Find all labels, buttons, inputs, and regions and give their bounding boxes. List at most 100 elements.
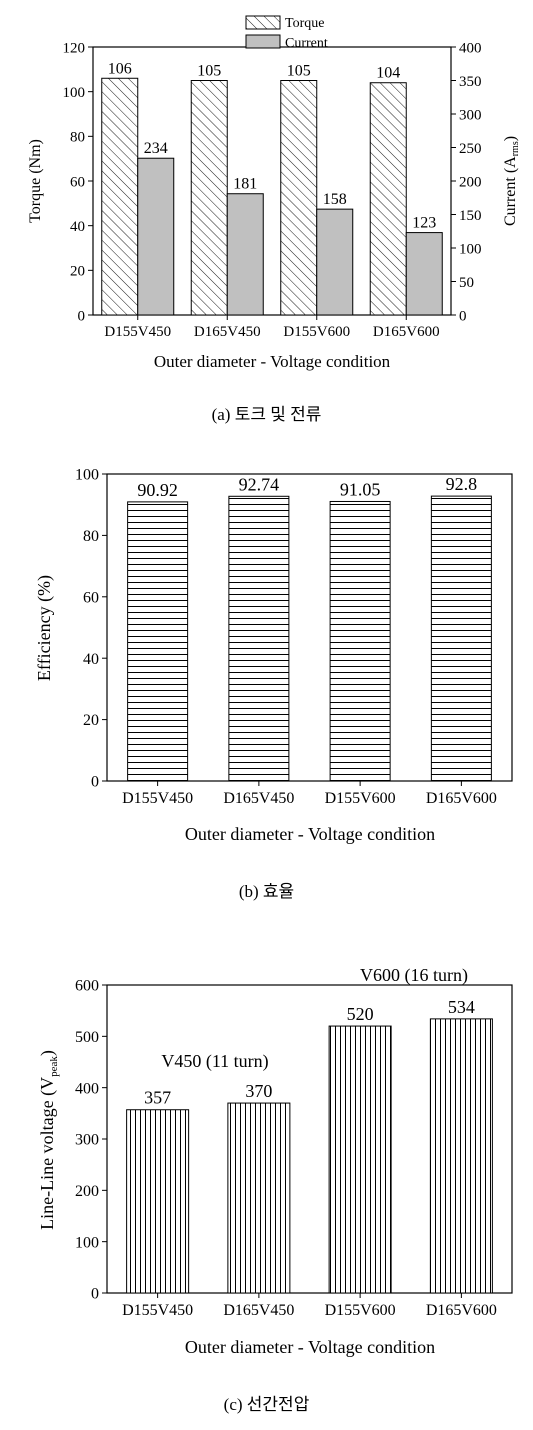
bar-current [405,232,443,316]
y-tick-label: 80 [70,130,85,146]
data-label-voltage: 370 [245,1081,272,1101]
data-label-efficiency: 92.8 [446,474,478,494]
y-tick-label: 60 [83,589,99,606]
data-label-voltage: 357 [144,1088,171,1108]
x-tick-label: D165V600 [426,1302,497,1319]
data-label-torque: 105 [287,63,311,80]
data-label-efficiency: 91.05 [340,479,381,499]
caption-b: (b) 효율 [238,882,295,901]
chart-b-axes: 0 20 40 60 80 100 D155V450 D165V450 D155V600 D165… [75,467,513,807]
bar-current [226,193,264,316]
y2-tick-label: 250 [459,141,482,157]
data-label-voltage: 534 [448,997,475,1017]
x-tick-label: D155V600 [325,790,396,807]
chart-b-xlabel: Outer diameter - Voltage condition [185,824,435,844]
chart-c-ylabel: Line-Line voltage (Vpeak) [37,1050,60,1230]
y2-tick-label: 100 [459,241,482,257]
x-tick-label: D155V450 [122,1302,193,1319]
y2-tick-label: 400 [459,40,482,56]
data-label-efficiency: 90.92 [137,480,178,500]
y-tick-label: 20 [70,264,85,280]
caption-c: (c) 선간전압 [223,1395,310,1414]
chart-b-bars: 90.92 92.74 91.05 92.8 [127,474,492,782]
bar-torque [369,82,407,316]
bar-efficiency [430,495,492,782]
chart-a-ylabel: Torque (Nm) [27,139,44,223]
y-tick-label: 60 [70,174,85,190]
x-tick-label: D165V450 [223,790,294,807]
chart-a: 0 20 40 60 80 100 120 0 50 100 150 200 250 300 350 400 D… [27,15,521,371]
y2-tick-label: 0 [459,308,467,324]
y-tick-label: 600 [75,978,99,995]
bar-torque [101,77,139,316]
bar-efficiency [329,500,391,782]
y2-tick-label: 50 [459,275,474,291]
y-tick-label: 120 [63,40,86,56]
x-tick-label: D165V600 [426,790,497,807]
chart-a-legend: Torque Current [245,15,328,51]
chart-a-y2label: Current (Arms) [502,136,521,226]
y-tick-label: 0 [78,308,86,324]
chart-c: 0 100 200 300 400 500 600 D155V450 D165V450 D155V… [37,965,513,1357]
legend-label-torque: Torque [285,16,324,31]
legend-label-current: Current [285,36,328,51]
x-tick-label: D155V450 [104,324,171,340]
plot-frame [106,473,513,782]
legend-swatch-current [245,34,281,49]
chart-b: 0 20 40 60 80 100 D155V450 D165V450 D155V600 D165… [34,467,513,844]
data-label-torque: 104 [376,65,400,82]
y-tick-label: 20 [83,712,99,729]
y-tick-label: 200 [75,1183,99,1200]
y-tick-label: 100 [75,1234,99,1251]
y-tick-label: 100 [75,467,99,484]
x-tick-label: D165V450 [223,1302,294,1319]
bar-torque [280,80,318,316]
bar-current [137,157,175,316]
y2-tick-label: 200 [459,174,482,190]
data-label-torque: 106 [108,60,132,77]
bar-voltage [227,1102,291,1294]
chart-a-axes: 0 20 40 60 80 100 120 0 50 100 150 200 250 300 350 400 D… [63,40,482,340]
caption-a: (a) 토크 및 전류 [211,405,322,424]
y2-tick-label: 150 [459,208,482,224]
chart-c-annotation-v600: V600 (16 turn) [360,965,468,986]
y2-tick-label: 350 [459,74,482,90]
bar-voltage [328,1025,392,1294]
y-tick-label: 80 [83,528,99,545]
chart-b-ylabel: Efficiency (%) [34,575,55,681]
chart-a-bars: 106 234 105 181 105 158 104 123 [101,60,443,316]
data-label-current: 123 [412,215,436,232]
bar-voltage [126,1109,190,1294]
y-tick-label: 400 [75,1080,99,1097]
data-label-voltage: 520 [347,1004,374,1024]
bar-current [316,208,354,316]
y-tick-label: 40 [83,651,99,668]
chart-c-xlabel: Outer diameter - Voltage condition [185,1337,435,1357]
chart-c-bars: 357 370 520 534 [126,997,493,1294]
y-tick-label: 0 [91,1286,99,1303]
chart-c-axes: 0 100 200 300 400 500 600 D155V450 D165V450 D155V… [75,978,513,1319]
data-label-torque: 105 [197,63,221,80]
y-tick-label: 300 [75,1132,99,1149]
x-tick-label: D165V450 [194,324,261,340]
y-tick-label: 500 [75,1029,99,1046]
data-label-current: 181 [233,176,257,193]
y-tick-label: 100 [63,85,86,101]
y-tick-label: 40 [70,219,85,235]
chart-c-annotation-v450: V450 (11 turn) [161,1051,268,1072]
bar-efficiency [228,495,290,782]
x-tick-label: D155V600 [325,1302,396,1319]
data-label-current: 158 [323,191,347,208]
x-tick-label: D155V600 [283,324,350,340]
x-tick-label: D165V600 [373,324,440,340]
bar-torque [190,80,228,316]
data-label-current: 234 [144,140,168,157]
y2-tick-label: 300 [459,107,482,123]
legend-swatch-torque [245,15,281,30]
bar-voltage [429,1018,493,1294]
data-label-efficiency: 92.74 [239,474,280,494]
chart-a-xlabel: Outer diameter - Voltage condition [154,352,391,371]
bar-efficiency [127,501,189,782]
y-tick-label: 0 [91,774,99,791]
